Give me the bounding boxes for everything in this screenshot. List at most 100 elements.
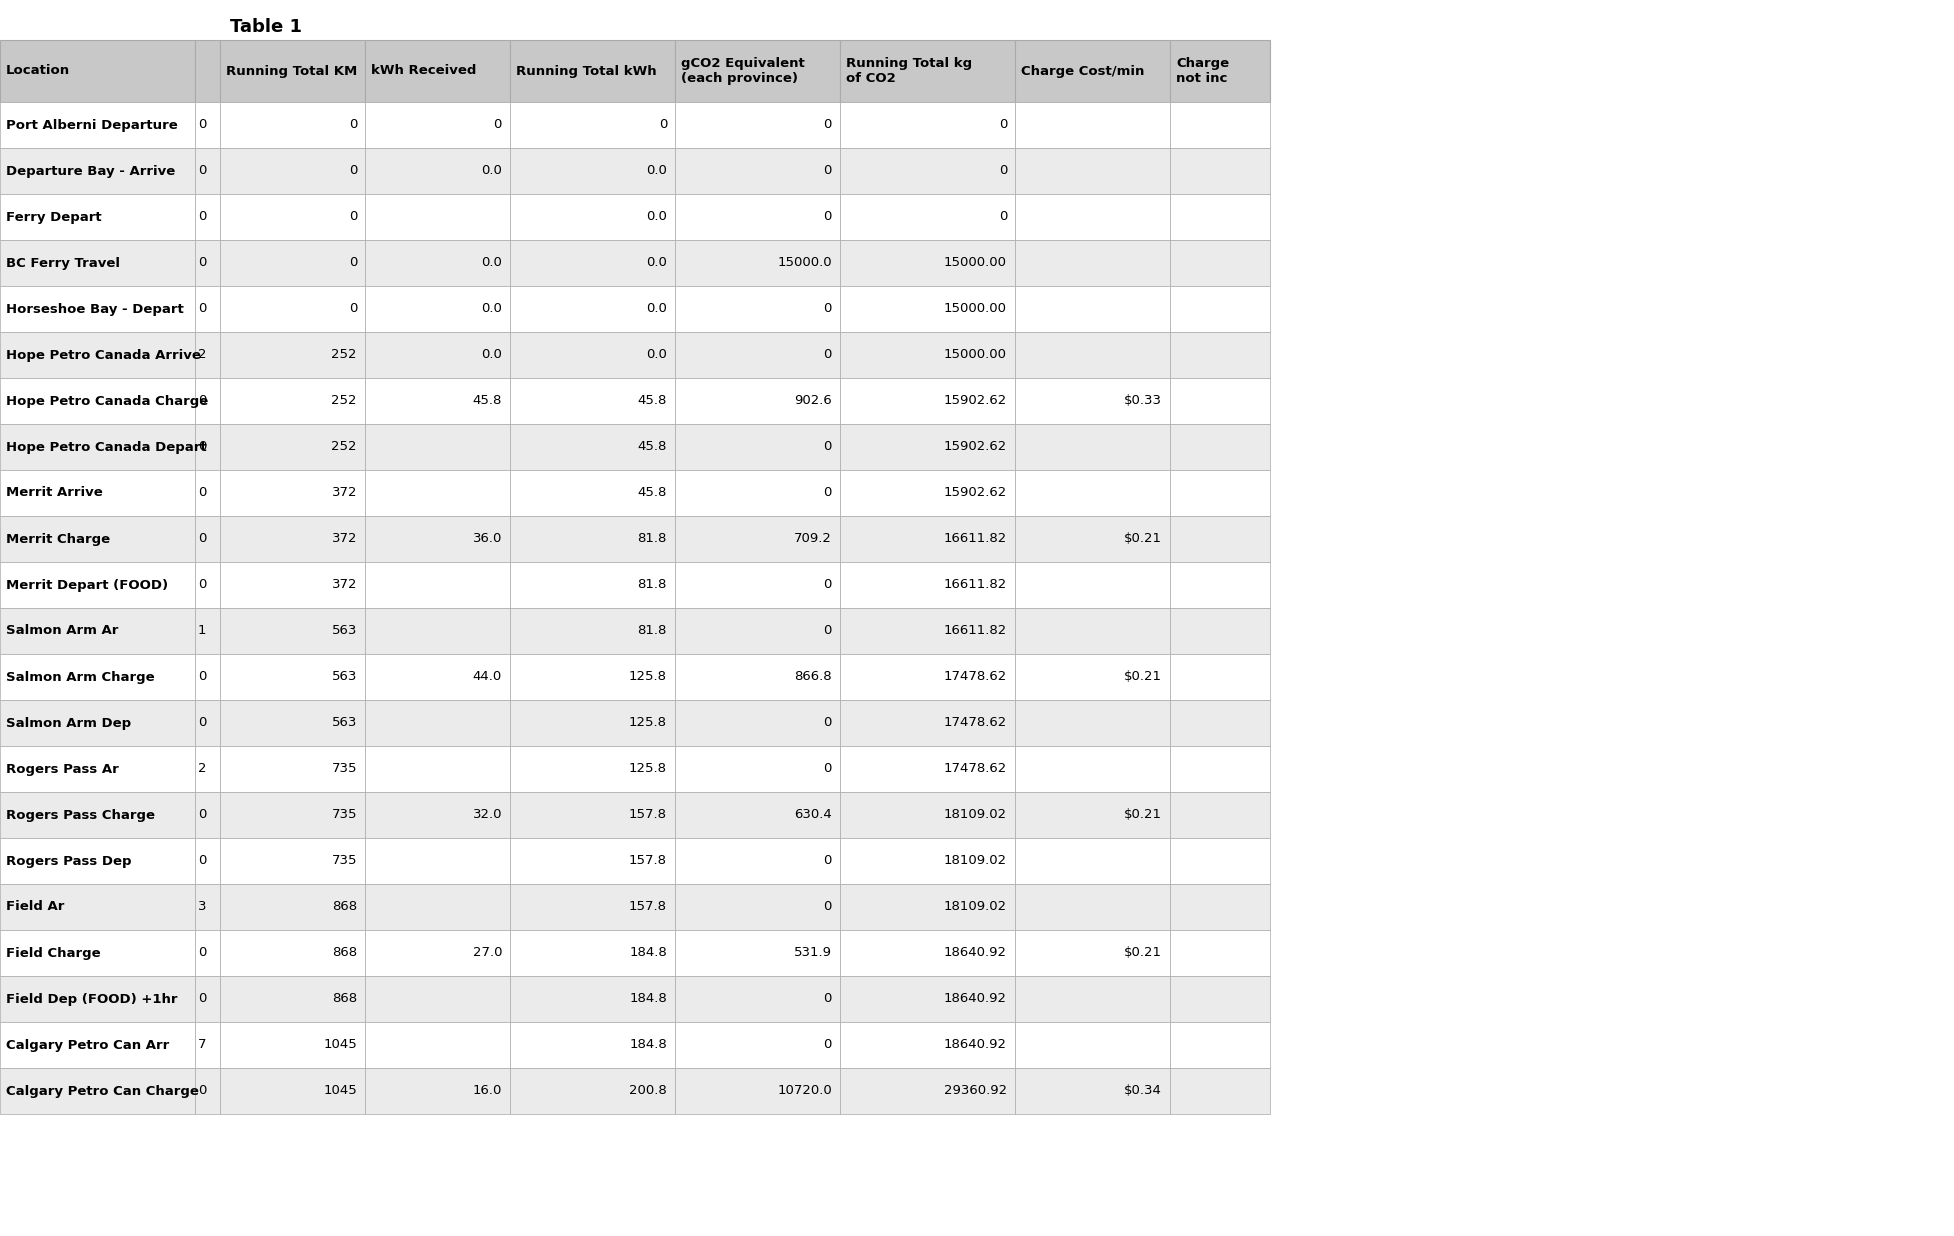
Bar bbox=[0, 148, 195, 194]
Text: 531.9: 531.9 bbox=[793, 947, 832, 959]
Bar bbox=[840, 700, 1014, 747]
Bar bbox=[221, 424, 365, 470]
Text: 1045: 1045 bbox=[322, 1038, 358, 1052]
Bar bbox=[840, 424, 1014, 470]
Bar bbox=[195, 515, 221, 562]
Text: $0.33: $0.33 bbox=[1124, 394, 1163, 408]
Bar bbox=[510, 976, 674, 1022]
Bar bbox=[195, 470, 221, 515]
Bar bbox=[674, 470, 840, 515]
Text: Rogers Pass Dep: Rogers Pass Dep bbox=[6, 854, 131, 868]
Text: 0: 0 bbox=[825, 854, 832, 868]
Text: Salmon Arm Charge: Salmon Arm Charge bbox=[6, 670, 154, 684]
Bar bbox=[1014, 194, 1170, 240]
Text: 15000.00: 15000.00 bbox=[944, 257, 1006, 269]
Text: 0: 0 bbox=[348, 119, 358, 131]
Text: 125.8: 125.8 bbox=[629, 670, 666, 684]
Text: 0: 0 bbox=[197, 440, 207, 454]
Text: kWh Received: kWh Received bbox=[371, 64, 477, 78]
Text: 1: 1 bbox=[197, 624, 207, 638]
Bar bbox=[0, 654, 195, 700]
Bar bbox=[0, 1068, 195, 1114]
Text: 866.8: 866.8 bbox=[795, 670, 832, 684]
Bar bbox=[1170, 40, 1270, 103]
Bar bbox=[1170, 884, 1270, 929]
Bar bbox=[365, 194, 510, 240]
Text: 0.0: 0.0 bbox=[481, 257, 502, 269]
Text: 18109.02: 18109.02 bbox=[944, 808, 1006, 822]
Text: Charge
not inc: Charge not inc bbox=[1176, 57, 1229, 85]
Bar bbox=[195, 424, 221, 470]
Bar bbox=[510, 929, 674, 976]
Text: Departure Bay - Arrive: Departure Bay - Arrive bbox=[6, 164, 176, 178]
Text: Running Total KM: Running Total KM bbox=[227, 64, 358, 78]
Bar bbox=[1170, 240, 1270, 286]
Text: 3: 3 bbox=[197, 901, 207, 913]
Bar bbox=[195, 103, 221, 148]
Text: 18640.92: 18640.92 bbox=[944, 947, 1006, 959]
Bar bbox=[365, 286, 510, 332]
Text: 0: 0 bbox=[825, 210, 832, 224]
Text: 0: 0 bbox=[348, 210, 358, 224]
Bar bbox=[195, 838, 221, 884]
Text: 44.0: 44.0 bbox=[473, 670, 502, 684]
Bar bbox=[674, 148, 840, 194]
Bar bbox=[1170, 470, 1270, 515]
Bar bbox=[510, 286, 674, 332]
Bar bbox=[221, 838, 365, 884]
Bar bbox=[0, 976, 195, 1022]
Bar bbox=[840, 929, 1014, 976]
Bar bbox=[1170, 1068, 1270, 1114]
Bar bbox=[365, 378, 510, 424]
Text: $0.21: $0.21 bbox=[1124, 533, 1163, 545]
Bar bbox=[1170, 515, 1270, 562]
Text: 16611.82: 16611.82 bbox=[944, 624, 1006, 638]
Text: 0.0: 0.0 bbox=[647, 164, 666, 178]
Text: 0: 0 bbox=[825, 164, 832, 178]
Text: 0: 0 bbox=[197, 210, 207, 224]
Bar bbox=[195, 608, 221, 654]
Bar bbox=[0, 515, 195, 562]
Text: Running Total kWh: Running Total kWh bbox=[516, 64, 657, 78]
Bar bbox=[1014, 792, 1170, 838]
Text: 81.8: 81.8 bbox=[637, 533, 666, 545]
Bar bbox=[840, 792, 1014, 838]
Text: Hope Petro Canada Arrive: Hope Petro Canada Arrive bbox=[6, 349, 201, 361]
Text: 18109.02: 18109.02 bbox=[944, 854, 1006, 868]
Bar bbox=[221, 470, 365, 515]
Text: 0: 0 bbox=[197, 717, 207, 729]
Bar bbox=[1170, 838, 1270, 884]
Text: 0.0: 0.0 bbox=[481, 349, 502, 361]
Bar bbox=[840, 884, 1014, 929]
Text: 29360.92: 29360.92 bbox=[944, 1084, 1006, 1098]
Bar bbox=[365, 700, 510, 747]
Bar bbox=[195, 148, 221, 194]
Bar bbox=[1014, 929, 1170, 976]
Bar bbox=[510, 747, 674, 792]
Text: 45.8: 45.8 bbox=[637, 394, 666, 408]
Text: $0.21: $0.21 bbox=[1124, 947, 1163, 959]
Bar bbox=[674, 286, 840, 332]
Bar bbox=[1014, 40, 1170, 103]
Bar bbox=[195, 929, 221, 976]
Bar bbox=[0, 792, 195, 838]
Text: Port Alberni Departure: Port Alberni Departure bbox=[6, 119, 178, 131]
Text: 0: 0 bbox=[197, 164, 207, 178]
Text: 18640.92: 18640.92 bbox=[944, 993, 1006, 1006]
Text: 81.8: 81.8 bbox=[637, 624, 666, 638]
Bar bbox=[221, 1022, 365, 1068]
Bar bbox=[0, 194, 195, 240]
Text: Rogers Pass Charge: Rogers Pass Charge bbox=[6, 808, 154, 822]
Bar bbox=[365, 332, 510, 378]
Text: 0: 0 bbox=[197, 394, 207, 408]
Bar bbox=[840, 40, 1014, 103]
Text: Rogers Pass Ar: Rogers Pass Ar bbox=[6, 763, 119, 775]
Bar bbox=[365, 747, 510, 792]
Text: $0.21: $0.21 bbox=[1124, 670, 1163, 684]
Bar bbox=[840, 654, 1014, 700]
Bar bbox=[674, 515, 840, 562]
Text: 735: 735 bbox=[332, 854, 358, 868]
Text: 0: 0 bbox=[197, 303, 207, 315]
Bar bbox=[510, 700, 674, 747]
Text: 157.8: 157.8 bbox=[629, 901, 666, 913]
